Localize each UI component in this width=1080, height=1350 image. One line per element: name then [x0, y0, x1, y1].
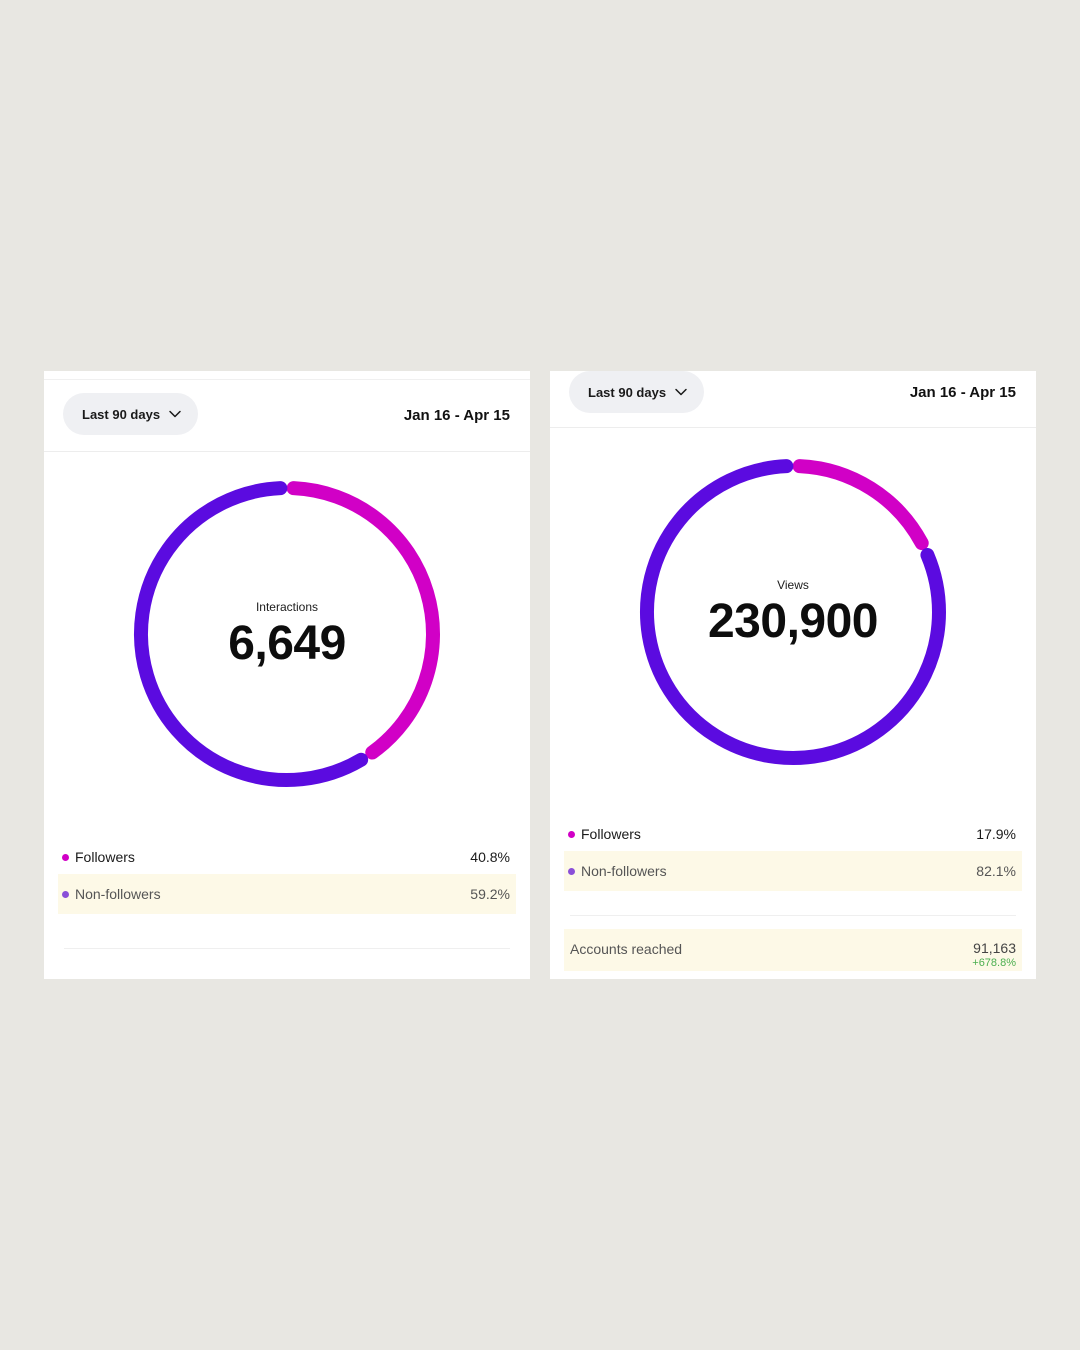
metric-label: Interactions [255, 600, 319, 614]
legend-row-followers: Followers 40.8% [58, 837, 516, 877]
views-panel: Last 90 days Jan 16 - Apr 15 Views 230,9… [550, 371, 1036, 979]
accounts-reached-label: Accounts reached [570, 941, 683, 957]
non-followers-dot [568, 867, 575, 875]
date-range-dropdown[interactable]: Last 90 days [569, 371, 705, 413]
legend-row-followers: Followers 17.9% [564, 814, 1022, 854]
non-followers-dot [62, 890, 69, 898]
metric-label: Views [777, 578, 809, 592]
chevron-down-icon [169, 410, 181, 418]
bottom-divider [64, 948, 510, 949]
accounts-reached-delta: +678.8% [972, 957, 1016, 969]
interactions-panel: Last 90 days Jan 16 - Apr 15 Interaction… [44, 371, 530, 979]
date-range-dropdown[interactable]: Last 90 days [63, 393, 199, 435]
date-range-dropdown-label: Last 90 days [82, 406, 161, 422]
legend-label: Non-followers [75, 886, 161, 902]
views-donut-chart: Views 230,900 [636, 455, 950, 769]
accounts-reached-row[interactable]: Accounts reached 91,163 +678.8% [564, 929, 1022, 971]
legend-value: 17.9% [976, 826, 1016, 842]
donut-segment-followers [792, 459, 929, 551]
accounts-reached-value: 91,163 [973, 940, 1016, 956]
donut-segment-followers [286, 481, 440, 760]
legend-value: 40.8% [470, 849, 510, 865]
date-range-text: Jan 16 - Apr 15 [909, 384, 1016, 401]
legend-row-non-followers: Non-followers 82.1% [564, 851, 1022, 891]
donut-segment-non-followers [134, 481, 369, 787]
legend-label: Followers [75, 849, 135, 865]
legend-label: Non-followers [581, 863, 667, 879]
donut-segment-non-followers [640, 459, 946, 765]
donut-center: Interactions 6,649 [130, 477, 444, 791]
header-divider [44, 451, 530, 452]
donut-svg [134, 481, 440, 787]
chevron-down-icon [675, 388, 687, 396]
top-divider [44, 379, 530, 380]
donut-svg [640, 459, 946, 765]
followers-dot [62, 853, 69, 861]
legend-value: 59.2% [470, 886, 510, 902]
legend-value: 82.1% [976, 863, 1016, 879]
header-divider [550, 427, 1036, 428]
metric-value: 6,649 [228, 617, 346, 670]
legend-label: Followers [581, 826, 641, 842]
legend-row-non-followers: Non-followers 59.2% [58, 874, 516, 914]
followers-dot [568, 830, 575, 838]
interactions-donut-chart: Interactions 6,649 [130, 477, 444, 791]
metric-value: 230,900 [707, 595, 879, 648]
date-range-text: Jan 16 - Apr 15 [403, 407, 510, 424]
date-range-dropdown-label: Last 90 days [588, 384, 667, 400]
donut-center: Views 230,900 [636, 455, 950, 769]
section-divider [570, 915, 1016, 916]
